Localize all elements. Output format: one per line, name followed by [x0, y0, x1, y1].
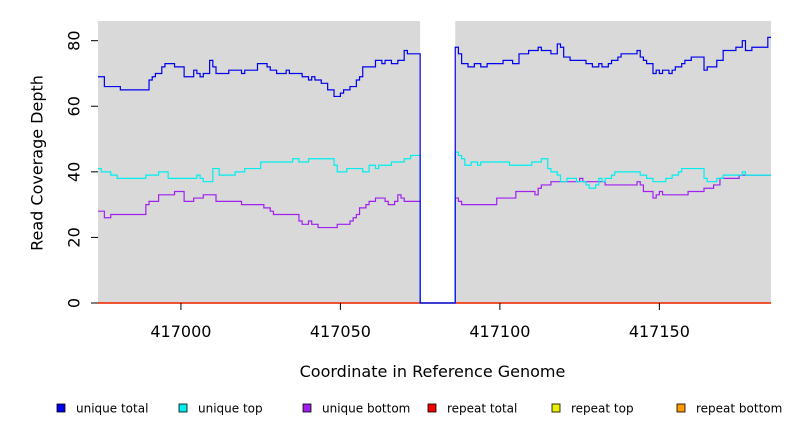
legend-label-unique-total: unique total	[76, 402, 148, 416]
legend-label-unique-bottom: unique bottom	[322, 402, 410, 416]
y-tick-label: 80	[65, 30, 84, 50]
x-axis-title: Coordinate in Reference Genome	[300, 362, 566, 381]
legend-swatch-unique-total	[56, 403, 66, 413]
y-axis-title: Read Coverage Depth	[28, 75, 47, 251]
axis-layer: 417000 417050 417100 417150 0 20 40 60 80	[65, 30, 690, 341]
series-line-unique-total	[98, 36, 771, 304]
x-tick-label: 417100	[469, 322, 530, 341]
legend-swatch-unique-bottom	[302, 403, 312, 413]
series-layer	[98, 36, 771, 304]
legend-label-repeat-bottom: repeat bottom	[696, 402, 782, 416]
legend-swatch-repeat-top	[551, 403, 561, 413]
x-tick-label: 417150	[629, 322, 690, 341]
legend-swatch-repeat-bottom	[676, 403, 686, 413]
x-tick-label: 417000	[150, 322, 211, 341]
series-line-unique-top	[98, 151, 771, 304]
y-tick-label: 20	[65, 227, 84, 247]
series-line-unique-bottom	[98, 174, 771, 304]
legend-label-repeat-top: repeat top	[571, 402, 634, 416]
gap-region	[420, 21, 456, 303]
legend-swatch-repeat-total	[427, 403, 437, 413]
legend-label-unique-top: unique top	[198, 402, 263, 416]
x-tick-label: 417050	[310, 322, 371, 341]
legend-label-repeat-total: repeat total	[447, 402, 517, 416]
legend: unique total unique top unique bottom repea…	[56, 402, 782, 416]
y-tick-label: 0	[65, 298, 84, 308]
y-tick-label: 60	[65, 96, 84, 116]
y-tick-label: 40	[65, 162, 84, 182]
legend-swatch-unique-top	[178, 403, 188, 413]
